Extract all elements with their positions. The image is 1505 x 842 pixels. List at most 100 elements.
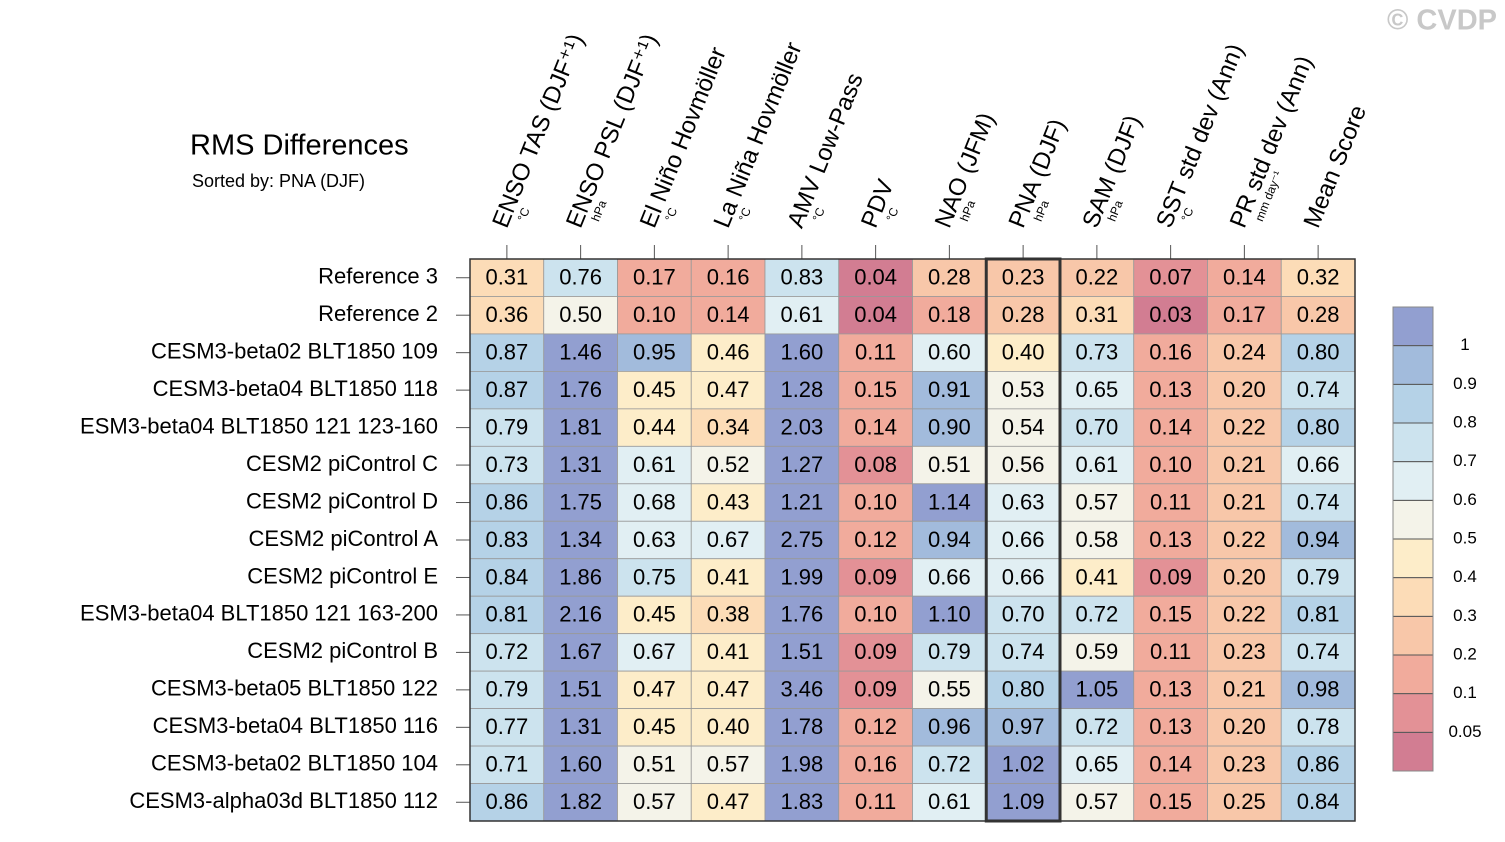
heatmap-cell <box>1133 296 1208 335</box>
cell-label: 0.63 <box>633 527 676 552</box>
cell-label: 0.79 <box>485 677 528 702</box>
cell-label: 0.65 <box>1075 377 1118 402</box>
column-unit: °C <box>810 205 828 223</box>
cell-label: 0.61 <box>633 452 676 477</box>
column-unit: °C <box>1178 205 1196 223</box>
cell-label: 0.81 <box>485 602 528 627</box>
cell-label: 0.66 <box>1002 564 1045 589</box>
heatmap-cell <box>690 483 766 522</box>
cell-label: 0.57 <box>1075 489 1118 514</box>
row-label: CESM3-beta04 BLT1850 116 <box>153 713 438 738</box>
cell-label: 0.76 <box>559 265 602 290</box>
cell-label: 1.76 <box>559 377 602 402</box>
heatmap-cell <box>543 745 618 784</box>
cell-label: 0.23 <box>1223 639 1266 664</box>
heatmap-cell <box>1133 333 1208 372</box>
cell-label: 0.77 <box>485 714 528 739</box>
cell-label: 0.11 <box>855 789 896 814</box>
heatmap-cell <box>543 296 618 335</box>
row-label: CESM3-beta05 BLT1850 122 <box>151 676 438 701</box>
cell-label: 0.17 <box>633 265 676 290</box>
heatmap-cell <box>543 408 618 447</box>
heatmap-cell <box>912 633 987 672</box>
colorbar-label: 0.05 <box>1448 722 1481 741</box>
cell-label: 0.94 <box>928 527 971 552</box>
cell-label: 0.74 <box>1297 639 1340 664</box>
cell-label: 1.34 <box>559 527 602 552</box>
cell-label: 1.99 <box>780 564 823 589</box>
heatmap-cell <box>985 783 1061 822</box>
heatmap-cell <box>543 483 618 522</box>
cell-label: 1.51 <box>780 639 823 664</box>
heatmap-cell <box>1133 595 1208 635</box>
cell-label: 0.53 <box>1002 377 1045 402</box>
heatmap-cell <box>912 408 987 447</box>
heatmap-cell <box>543 558 618 597</box>
heatmap-cell <box>838 633 913 672</box>
heatmap-cell <box>1133 745 1208 784</box>
cell-label: 0.45 <box>633 602 676 627</box>
chart-subtitle: Sorted by: PNA (DJF) <box>192 171 365 191</box>
cell-label: 1.27 <box>780 452 823 477</box>
cell-label: 0.20 <box>1223 564 1266 589</box>
heatmap-cell <box>838 708 913 747</box>
cell-label: 0.74 <box>1002 639 1045 664</box>
cell-label: 0.57 <box>633 789 676 814</box>
cell-label: 0.10 <box>854 489 897 514</box>
row-label: ESM3-beta04 BLT1850 121 123-160 <box>80 413 438 438</box>
cell-label: 0.09 <box>854 639 897 664</box>
cell-label: 0.13 <box>1149 377 1192 402</box>
heatmap-cell <box>838 370 913 410</box>
cell-label: 0.21 <box>1223 489 1266 514</box>
cell-label: 0.68 <box>633 489 676 514</box>
cell-label: 0.61 <box>780 302 823 327</box>
column-unit: °C <box>736 205 754 223</box>
cell-label: 0.72 <box>1075 714 1118 739</box>
cell-label: 0.31 <box>485 265 528 290</box>
cell-label: 0.14 <box>854 414 897 439</box>
colorbar-box <box>1392 693 1434 733</box>
cell-label: 0.66 <box>928 564 971 589</box>
heatmap-cell <box>1280 783 1356 822</box>
colorbar-box <box>1392 577 1434 617</box>
heatmap-cell <box>469 296 545 335</box>
row-label: Reference 2 <box>318 301 438 326</box>
cell-label: 0.83 <box>780 265 823 290</box>
heatmap-cell <box>690 708 766 747</box>
cell-label: 0.08 <box>854 452 897 477</box>
cell-label: 1.10 <box>928 602 971 627</box>
cell-label: 0.61 <box>1075 452 1118 477</box>
heatmap-cell <box>617 595 692 635</box>
heatmap-cell <box>1059 258 1135 297</box>
row-label: Reference 3 <box>318 264 438 289</box>
heatmap-cell <box>838 595 913 635</box>
cell-label: 0.50 <box>559 302 602 327</box>
colorbar-border <box>1392 306 1434 772</box>
heatmap-cell <box>1207 708 1282 747</box>
cell-label: 0.52 <box>707 452 750 477</box>
heatmap-cell <box>764 558 840 597</box>
colorbar-box <box>1392 306 1434 347</box>
cell-label: 0.34 <box>707 414 750 439</box>
cell-label: 0.28 <box>928 265 971 290</box>
heatmap-cell <box>1059 783 1135 822</box>
colorbar-label: 0.6 <box>1453 490 1477 509</box>
colorbar-box <box>1392 538 1434 579</box>
cell-label: 0.74 <box>1297 377 1340 402</box>
cell-label: 0.73 <box>1075 339 1118 364</box>
row-label: CESM2 piControl E <box>247 563 438 588</box>
cell-label: 0.23 <box>1002 265 1045 290</box>
cell-label: 1.31 <box>559 452 602 477</box>
row-label: ESM3-beta04 BLT1850 121 163-200 <box>80 601 438 626</box>
heatmap-cell <box>469 445 545 485</box>
cell-label: 0.94 <box>1297 527 1340 552</box>
cell-label: 1.60 <box>780 339 823 364</box>
cell-label: 0.79 <box>485 414 528 439</box>
cell-label: 0.22 <box>1223 527 1266 552</box>
cell-label: 0.87 <box>485 377 528 402</box>
heatmap-cell <box>985 520 1061 560</box>
row-label: CESM2 piControl B <box>247 638 438 663</box>
cell-label: 0.40 <box>1002 339 1045 364</box>
cell-label: 0.13 <box>1149 677 1192 702</box>
column-unit: °C <box>515 205 533 223</box>
